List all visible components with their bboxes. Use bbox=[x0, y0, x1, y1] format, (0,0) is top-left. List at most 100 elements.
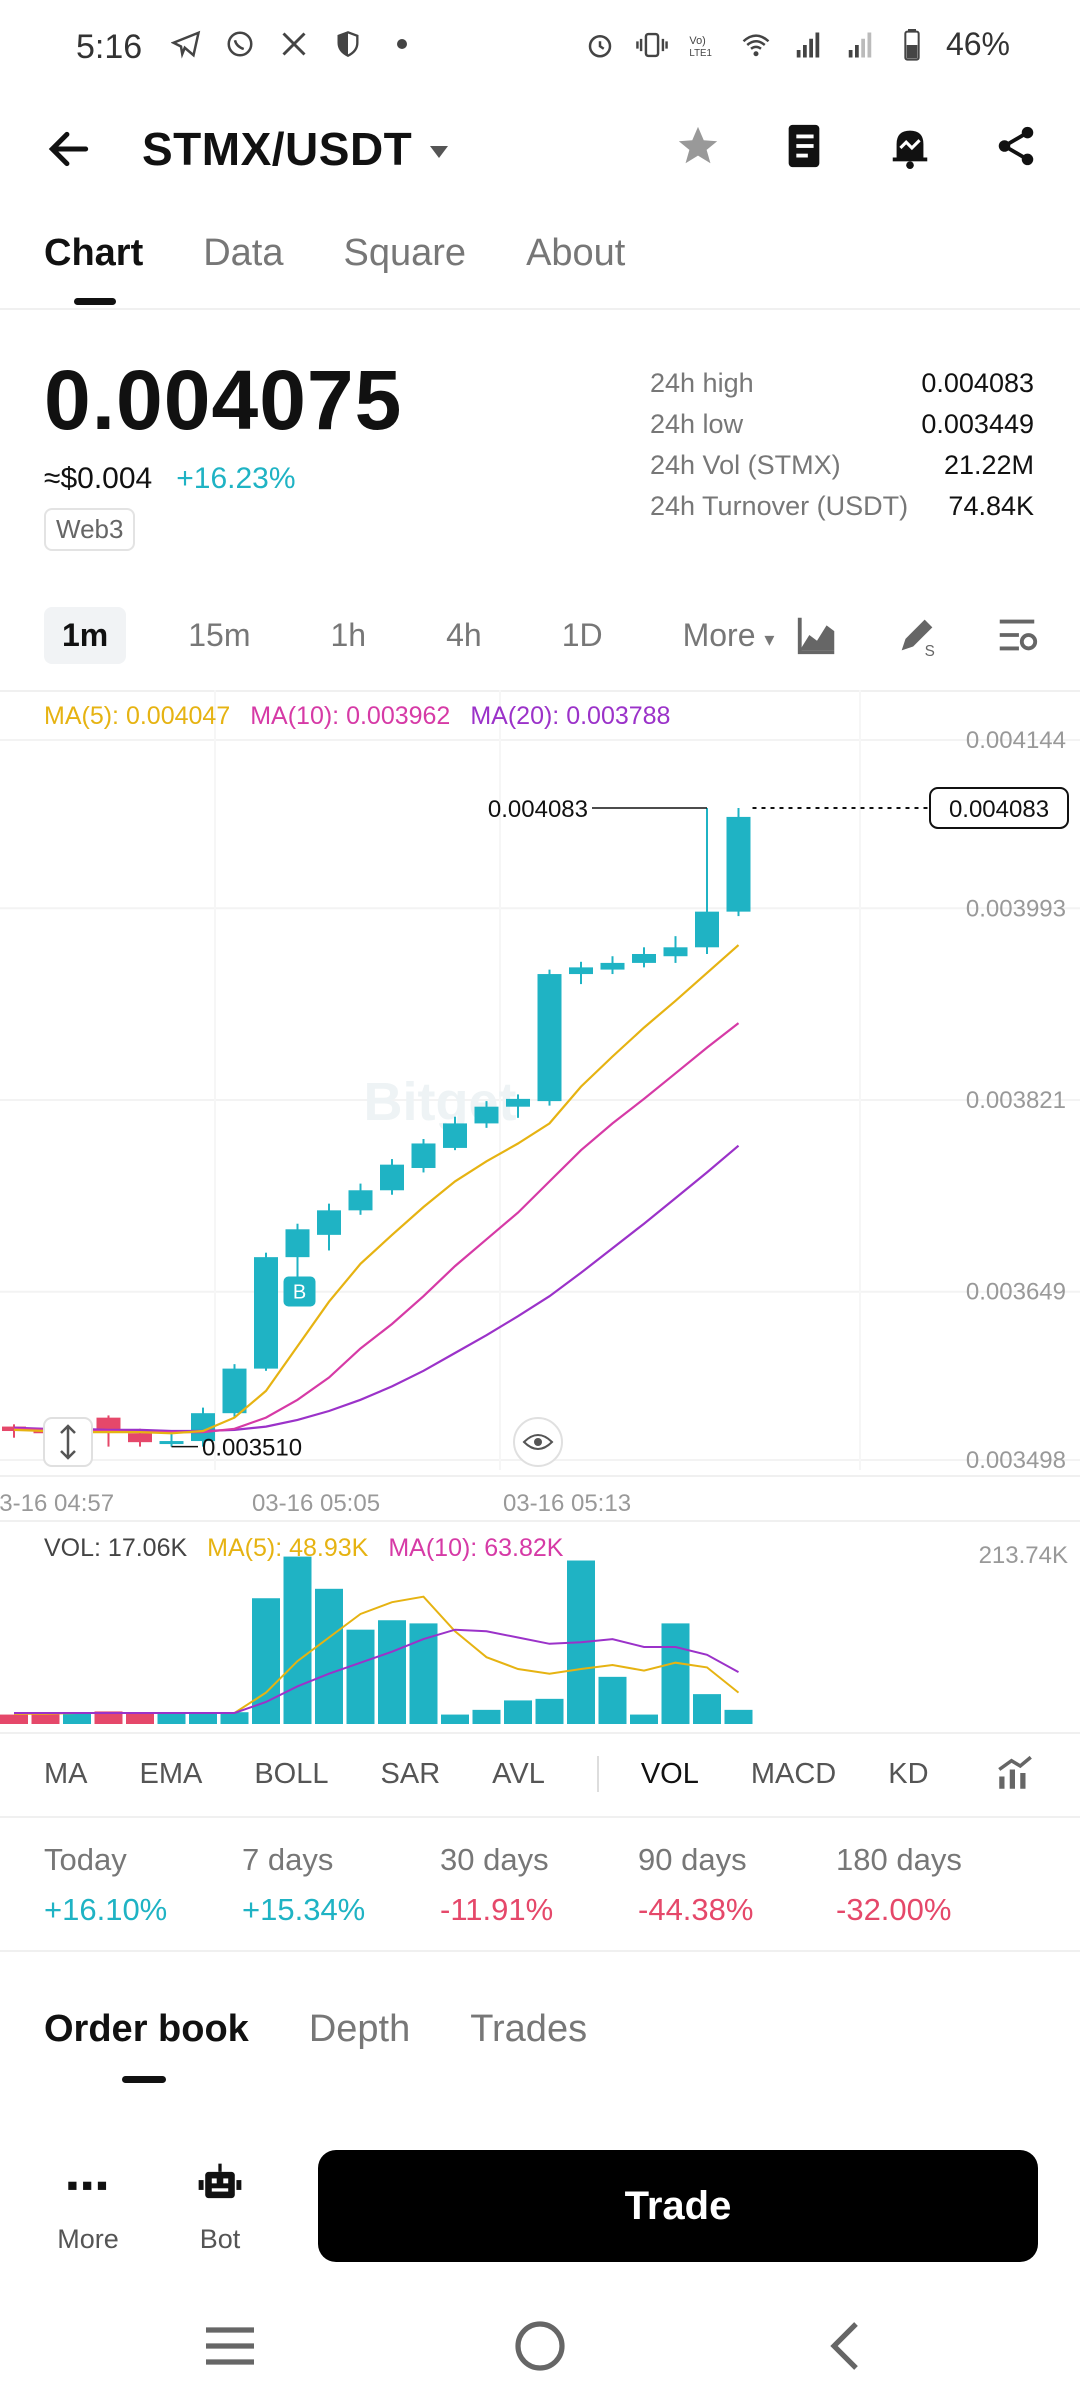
candle-body bbox=[537, 974, 562, 1102]
dot-icon bbox=[384, 26, 420, 62]
candle-body bbox=[222, 1368, 247, 1414]
volume-ma5-line bbox=[14, 1595, 740, 1715]
more-button[interactable]: More bbox=[38, 2162, 138, 2255]
signal-icon bbox=[790, 27, 826, 63]
bot-button[interactable]: Bot bbox=[170, 2162, 270, 2255]
tab-square[interactable]: Square bbox=[343, 232, 467, 274]
perf-label: 90 days bbox=[638, 1842, 747, 1877]
chart-settings-button[interactable] bbox=[994, 612, 1040, 663]
price-alert-button[interactable] bbox=[886, 120, 934, 172]
back-nav-icon[interactable] bbox=[818, 2318, 878, 2374]
svg-text:S: S bbox=[925, 643, 935, 658]
volume-divider bbox=[0, 1732, 1080, 1734]
indicator-ema[interactable]: EMA bbox=[139, 1757, 203, 1790]
chart-type-button[interactable] bbox=[794, 612, 840, 663]
y-tick-label: 0.003993 bbox=[966, 895, 1066, 922]
perf-value: -44.38% bbox=[638, 1892, 754, 1927]
volume-bar bbox=[31, 1712, 60, 1724]
timeframe-4h[interactable]: 4h bbox=[446, 616, 482, 653]
indicator-settings-button[interactable] bbox=[994, 1752, 1036, 1802]
price-change: +16.23% bbox=[176, 462, 296, 495]
timeframe-15m[interactable]: 15m bbox=[188, 616, 251, 653]
indicator-vol[interactable]: VOL bbox=[640, 1757, 699, 1790]
tab-about[interactable]: About bbox=[526, 232, 626, 274]
stat-label: 24h Vol (STMX) bbox=[650, 450, 841, 480]
bottom-action-bar: More Bot Trade bbox=[0, 2130, 1080, 2290]
volume-ma10-line bbox=[14, 1628, 739, 1714]
y-tick-label: 0.003649 bbox=[966, 1279, 1066, 1306]
area-chart-icon bbox=[797, 617, 835, 655]
candle-body bbox=[159, 1441, 184, 1445]
low-label: 0.003510 bbox=[202, 1435, 302, 1462]
tab-data[interactable]: Data bbox=[203, 232, 284, 274]
perf-180d: 180 days -32.00% bbox=[836, 1842, 1034, 1928]
back-button[interactable] bbox=[44, 124, 94, 174]
volume-chart[interactable]: VOL: 17.06K MA(5): 48.93K MA(10): 63.82K… bbox=[0, 1526, 1080, 1726]
robot-icon bbox=[198, 2163, 242, 2199]
favorite-button[interactable] bbox=[674, 120, 722, 172]
share-icon bbox=[998, 126, 1034, 166]
recent-apps-icon[interactable] bbox=[200, 2318, 260, 2374]
stat-value: 21.22M bbox=[943, 450, 1034, 480]
candle-body bbox=[569, 967, 593, 975]
last-price-tag-label: 0.004083 bbox=[949, 796, 1049, 823]
ma5-line bbox=[13, 944, 740, 1435]
timeframe-1h[interactable]: 1h bbox=[330, 616, 367, 653]
home-icon[interactable] bbox=[510, 2318, 570, 2374]
y-tick-label: 0.004144 bbox=[966, 727, 1066, 754]
indicator-boll[interactable]: BOLL bbox=[254, 1757, 329, 1790]
indicator-kd[interactable]: KD bbox=[888, 1757, 929, 1790]
system-nav-bar bbox=[0, 2290, 1080, 2400]
timeframe-more[interactable]: More ▾ bbox=[665, 607, 793, 664]
volume-bar bbox=[661, 1623, 690, 1724]
star-icon bbox=[678, 126, 718, 164]
status-bar: 5:16 Vo) LTE1 bbox=[0, 0, 1080, 96]
market-stats: 24h high 0.004083 24h low 0.003449 24h Vol… bbox=[650, 368, 1034, 532]
legend-ma20: MA(20): 0.003788 bbox=[470, 702, 671, 730]
volume-bar bbox=[378, 1620, 406, 1724]
status-time: 5:16 bbox=[76, 28, 143, 66]
candle-body bbox=[443, 1123, 467, 1148]
bot-label: Bot bbox=[199, 2224, 241, 2254]
indicator-macd[interactable]: MACD bbox=[750, 1757, 837, 1790]
performance-divider bbox=[0, 1950, 1080, 1952]
indicator-selector: MA EMA BOLL SAR AVL VOL MACD KD bbox=[44, 1755, 1036, 1792]
volume-bar bbox=[189, 1712, 217, 1724]
signal-icon-2 bbox=[842, 27, 878, 63]
tab-order-book[interactable]: Order book bbox=[44, 2008, 249, 2083]
buy-marker bbox=[283, 1276, 316, 1307]
timeframe-1d[interactable]: 1D bbox=[561, 616, 603, 653]
volume-bar bbox=[63, 1712, 91, 1724]
indicator-ma[interactable]: MA bbox=[44, 1757, 88, 1790]
timeframe-1m[interactable]: 1m bbox=[44, 606, 127, 664]
drawing-tool-button[interactable]: S bbox=[894, 612, 940, 663]
settings-sliders-icon bbox=[999, 619, 1038, 651]
candle-body bbox=[663, 947, 688, 957]
tab-depth[interactable]: Depth bbox=[308, 2008, 411, 2050]
candle-body bbox=[632, 953, 656, 963]
stat-row: 24h Vol (STMX) 21.22M bbox=[650, 450, 1034, 491]
tab-chart[interactable]: Chart bbox=[44, 232, 144, 305]
price-chart[interactable]: MA(5): 0.004047 MA(10): 0.003962 MA(20):… bbox=[0, 690, 1080, 1520]
performance-row: Today +16.10% 7 days +15.34% 30 days -11.91… bbox=[44, 1842, 1034, 1928]
order-tabs: Order book Depth Trades bbox=[44, 2008, 588, 2083]
indicator-sar[interactable]: SAR bbox=[380, 1757, 441, 1790]
volume-legend: VOL: 17.06K MA(5): 48.93K MA(10): 63.82K bbox=[44, 1534, 563, 1563]
volte-icon: Vo) LTE1 bbox=[686, 27, 722, 63]
chart-top-divider bbox=[0, 690, 1080, 692]
indicator-avl[interactable]: AVL bbox=[492, 1757, 545, 1790]
share-button[interactable] bbox=[992, 120, 1040, 172]
notes-button[interactable] bbox=[780, 120, 828, 172]
tabs-divider bbox=[0, 308, 1080, 310]
trade-button[interactable]: Trade bbox=[318, 2150, 1038, 2262]
legend-ma10: MA(10): 0.003962 bbox=[250, 702, 451, 730]
stat-label: 24h low bbox=[650, 409, 744, 439]
last-price-tag bbox=[929, 786, 1069, 829]
volume-bar bbox=[157, 1713, 186, 1724]
tab-trades[interactable]: Trades bbox=[470, 2008, 588, 2050]
y-tick-label: 0.003498 bbox=[966, 1447, 1066, 1474]
volume-bar bbox=[693, 1694, 721, 1724]
x-tick-label: 03-16 04:57 bbox=[0, 1490, 114, 1517]
stat-row: 24h Turnover (USDT) 74.84K bbox=[650, 491, 1034, 532]
pair-selector[interactable]: STMX/USDT bbox=[142, 122, 449, 176]
